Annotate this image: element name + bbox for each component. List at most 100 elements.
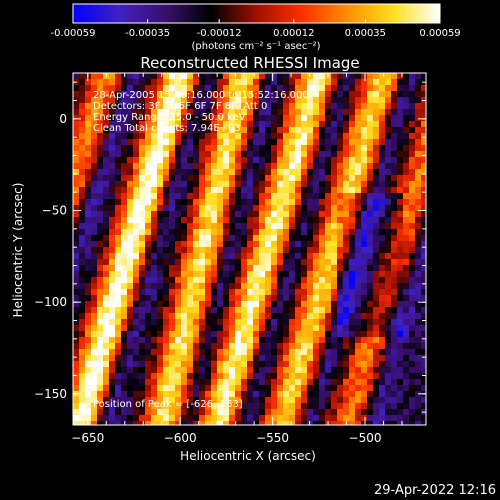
heatmap-cell: [403, 259, 410, 266]
heatmap-cell: [151, 169, 158, 176]
heatmap-cell: [283, 139, 290, 146]
heatmap-cell: [379, 157, 386, 164]
heatmap-cell: [319, 85, 326, 92]
heatmap-cell: [109, 247, 116, 254]
heatmap-cell: [187, 415, 194, 422]
heatmap-cell: [151, 361, 158, 368]
heatmap-cell: [295, 199, 302, 206]
heatmap-cell: [85, 349, 92, 356]
heatmap-cell: [121, 163, 128, 170]
heatmap-cell: [73, 73, 80, 80]
heatmap-cell: [247, 307, 254, 314]
heatmap-cell: [109, 367, 116, 374]
heatmap-cell: [415, 385, 422, 392]
heatmap-cell: [109, 265, 116, 272]
heatmap-cell: [85, 373, 92, 380]
heatmap-cell: [151, 343, 158, 350]
heatmap-cell: [313, 385, 320, 392]
heatmap-cell: [187, 229, 194, 236]
heatmap-cell: [259, 85, 266, 92]
heatmap-cell: [397, 307, 404, 314]
heatmap-cell: [163, 337, 170, 344]
heatmap-cell: [379, 331, 386, 338]
heatmap-cell: [289, 331, 296, 338]
heatmap-cell: [85, 301, 92, 308]
heatmap-cell: [319, 391, 326, 398]
heatmap-cell: [229, 151, 236, 158]
heatmap-cell: [253, 205, 260, 212]
heatmap-cell: [229, 367, 236, 374]
heatmap-cell: [343, 103, 350, 110]
heatmap-cell: [241, 79, 248, 86]
heatmap-cell: [127, 391, 134, 398]
heatmap-cell: [91, 181, 98, 188]
heatmap-cell: [313, 169, 320, 176]
heatmap-cell: [421, 283, 426, 290]
heatmap-cell: [295, 415, 302, 422]
heatmap-cell: [181, 205, 188, 212]
heatmap-cell: [283, 115, 290, 122]
heatmap-cell: [85, 247, 92, 254]
heatmap-cell: [169, 241, 176, 248]
heatmap-cell: [397, 193, 404, 200]
heatmap-cell: [337, 217, 344, 224]
heatmap-cell: [271, 331, 278, 338]
heatmap-cell: [265, 265, 272, 272]
heatmap-cell: [235, 271, 242, 278]
heatmap-cell: [421, 139, 426, 146]
heatmap-cell: [139, 169, 146, 176]
heatmap-cell: [397, 79, 404, 86]
heatmap-cell: [331, 103, 338, 110]
heatmap-cell: [133, 289, 140, 296]
heatmap-cell: [241, 367, 248, 374]
heatmap-cell: [217, 145, 224, 152]
heatmap-cell: [253, 223, 260, 230]
heatmap-cell: [379, 415, 386, 422]
heatmap-cell: [151, 271, 158, 278]
heatmap-cell: [271, 277, 278, 284]
heatmap-cell: [337, 325, 344, 332]
heatmap-cell: [247, 115, 254, 122]
heatmap-cell: [181, 109, 188, 116]
heatmap-cell: [121, 337, 128, 344]
heatmap-cell: [217, 259, 224, 266]
heatmap-cell: [115, 319, 122, 326]
heatmap-cell: [301, 175, 308, 182]
heatmap-cell: [421, 133, 426, 140]
heatmap-cell: [301, 247, 308, 254]
heatmap-cell: [223, 403, 230, 410]
heatmap-cell: [325, 151, 332, 158]
heatmap-cell: [109, 235, 116, 242]
heatmap-cell: [265, 193, 272, 200]
heatmap-cell: [265, 85, 272, 92]
heatmap-cell: [211, 205, 218, 212]
heatmap-cell: [409, 85, 416, 92]
heatmap-cell: [403, 313, 410, 320]
heatmap-cell: [157, 307, 164, 314]
heatmap-cell: [217, 73, 224, 80]
heatmap-cell: [241, 355, 248, 362]
heatmap-cell: [85, 151, 92, 158]
heatmap-cell: [163, 325, 170, 332]
heatmap-cell: [73, 367, 80, 374]
heatmap-cell: [187, 235, 194, 242]
heatmap-cell: [247, 73, 254, 80]
heatmap-cell: [271, 319, 278, 326]
heatmap-cell: [193, 271, 200, 278]
heatmap-cell: [367, 211, 374, 218]
heatmap-cell: [253, 397, 260, 404]
heatmap-cell: [133, 379, 140, 386]
y-tick-label: −100: [34, 295, 67, 309]
heatmap-cell: [193, 181, 200, 188]
heatmap-cell: [199, 91, 206, 98]
heatmap-cell: [403, 301, 410, 308]
heatmap-cell: [115, 391, 122, 398]
heatmap-cell: [331, 193, 338, 200]
heatmap-cell: [313, 259, 320, 266]
heatmap-cell: [145, 175, 152, 182]
heatmap-cell: [385, 169, 392, 176]
heatmap-cell: [151, 139, 158, 146]
heatmap-cell: [121, 313, 128, 320]
heatmap-cell: [85, 331, 92, 338]
heatmap-cell: [181, 313, 188, 320]
